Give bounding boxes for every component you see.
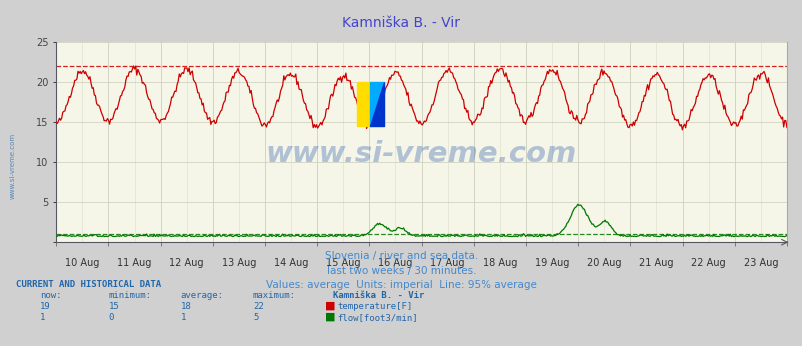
Text: 19 Aug: 19 Aug xyxy=(534,258,569,268)
Text: 10 Aug: 10 Aug xyxy=(65,258,99,268)
Text: 22 Aug: 22 Aug xyxy=(691,258,725,268)
Text: maximum:: maximum: xyxy=(253,291,296,300)
Text: 1: 1 xyxy=(40,313,46,322)
Text: Values: average  Units: imperial  Line: 95% average: Values: average Units: imperial Line: 95… xyxy=(265,280,537,290)
Text: temperature[F]: temperature[F] xyxy=(337,302,412,311)
Text: last two weeks / 30 minutes.: last two weeks / 30 minutes. xyxy=(326,266,476,276)
Text: 21 Aug: 21 Aug xyxy=(638,258,673,268)
Text: 18: 18 xyxy=(180,302,191,311)
Text: 20 Aug: 20 Aug xyxy=(586,258,621,268)
Text: www.si-vreme.com: www.si-vreme.com xyxy=(10,133,15,199)
Text: 5: 5 xyxy=(253,313,258,322)
Text: 11 Aug: 11 Aug xyxy=(117,258,152,268)
Text: 15: 15 xyxy=(108,302,119,311)
Polygon shape xyxy=(370,82,383,126)
Text: Slovenia / river and sea data.: Slovenia / river and sea data. xyxy=(325,251,477,261)
Polygon shape xyxy=(370,82,383,126)
Text: 22: 22 xyxy=(253,302,263,311)
Text: 17 Aug: 17 Aug xyxy=(430,258,464,268)
Text: average:: average: xyxy=(180,291,224,300)
Text: 12 Aug: 12 Aug xyxy=(169,258,204,268)
Text: CURRENT AND HISTORICAL DATA: CURRENT AND HISTORICAL DATA xyxy=(16,280,161,289)
Text: 16 Aug: 16 Aug xyxy=(378,258,412,268)
Text: 14 Aug: 14 Aug xyxy=(273,258,308,268)
Text: 18 Aug: 18 Aug xyxy=(482,258,516,268)
Text: 0: 0 xyxy=(108,313,114,322)
Text: flow[foot3/min]: flow[foot3/min] xyxy=(337,313,417,322)
Bar xyxy=(357,82,370,126)
Text: www.si-vreme.com: www.si-vreme.com xyxy=(265,140,577,168)
Text: now:: now: xyxy=(40,291,62,300)
Text: ■: ■ xyxy=(325,311,335,321)
Text: minimum:: minimum: xyxy=(108,291,152,300)
Text: 23 Aug: 23 Aug xyxy=(743,258,777,268)
Text: 15 Aug: 15 Aug xyxy=(326,258,360,268)
Text: 19: 19 xyxy=(40,302,51,311)
Text: 1: 1 xyxy=(180,313,186,322)
Text: Kamniška B. - Vir: Kamniška B. - Vir xyxy=(342,16,460,29)
Text: Kamniška B. - Vir: Kamniška B. - Vir xyxy=(333,291,424,300)
Text: ■: ■ xyxy=(325,300,335,310)
Text: 13 Aug: 13 Aug xyxy=(221,258,256,268)
